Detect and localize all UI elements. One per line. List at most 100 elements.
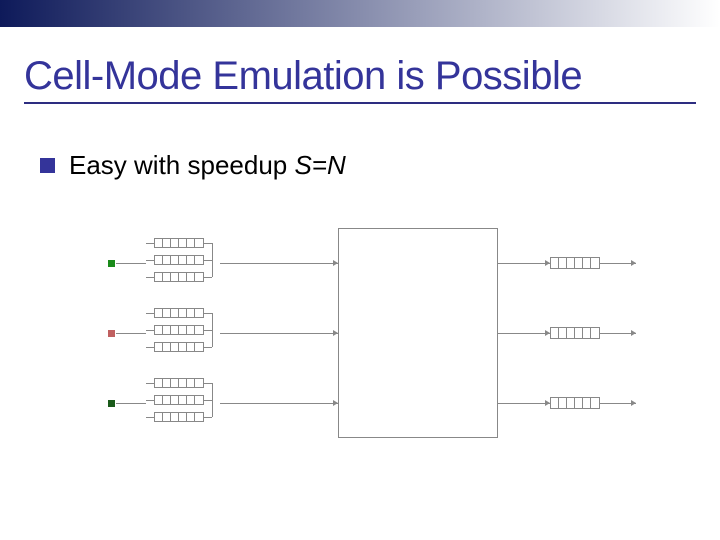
- queue-cell: [559, 398, 567, 408]
- connector-line: [498, 403, 550, 404]
- voq-out-line: [204, 400, 212, 401]
- queue-cell: [155, 413, 163, 421]
- queue-box: [154, 308, 204, 318]
- queue-cell: [559, 328, 567, 338]
- voq-tail-line: [146, 313, 154, 314]
- connector-line: [116, 333, 146, 334]
- arrow-right-icon: [631, 330, 636, 336]
- voq-tail-line: [146, 400, 154, 401]
- queue-cell: [195, 379, 203, 387]
- voq-group: [146, 308, 212, 352]
- arrow-right-icon: [631, 400, 636, 406]
- queue-box: [154, 342, 204, 352]
- queue-cell: [171, 343, 179, 351]
- queue-cell: [575, 398, 583, 408]
- connector-line: [220, 333, 338, 334]
- queue-cell: [163, 379, 171, 387]
- queue-cell: [195, 343, 203, 351]
- queue-cell: [179, 413, 187, 421]
- queue-cell: [171, 413, 179, 421]
- output-queue: [550, 397, 600, 409]
- queue-cell: [179, 396, 187, 404]
- voq-queue: [146, 255, 212, 265]
- voq-queue: [146, 308, 212, 318]
- queue-cell: [171, 256, 179, 264]
- queue-box: [154, 325, 204, 335]
- title-underline: [24, 102, 696, 104]
- queue-cell: [163, 309, 171, 317]
- queue-cell: [163, 239, 171, 247]
- queue-cell: [567, 328, 575, 338]
- queue-cell: [171, 309, 179, 317]
- bullet-square-icon: [40, 158, 55, 173]
- switch-diagram: [108, 220, 628, 470]
- queue-cell: [551, 258, 559, 268]
- queue-cell: [163, 413, 171, 421]
- queue-box: [154, 412, 204, 422]
- queue-cell: [179, 326, 187, 334]
- bullet-row: Easy with speedup S=N: [40, 150, 346, 181]
- queue-cell: [179, 309, 187, 317]
- voq-queue: [146, 325, 212, 335]
- voq-queue: [146, 238, 212, 248]
- voq-out-line: [204, 243, 212, 244]
- voq-tail-line: [146, 330, 154, 331]
- queue-box: [154, 378, 204, 388]
- queue-cell: [187, 326, 195, 334]
- input-packet-icon: [108, 330, 115, 337]
- connector-line: [498, 333, 550, 334]
- queue-cell: [155, 379, 163, 387]
- voq-merge-line: [212, 243, 213, 277]
- queue-cell: [187, 256, 195, 264]
- voq-tail-line: [146, 277, 154, 278]
- queue-cell: [163, 343, 171, 351]
- bullet-text: Easy with speedup S=N: [69, 150, 346, 181]
- queue-cell: [155, 396, 163, 404]
- arrow-right-icon: [631, 260, 636, 266]
- arrow-right-icon: [333, 260, 338, 266]
- queue-cell: [163, 273, 171, 281]
- output-queue: [550, 327, 600, 339]
- queue-cell: [195, 256, 203, 264]
- queue-cell: [195, 396, 203, 404]
- voq-out-line: [204, 383, 212, 384]
- queue-cell: [187, 379, 195, 387]
- queue-cell: [163, 396, 171, 404]
- queue-cell: [155, 256, 163, 264]
- queue-cell: [195, 413, 203, 421]
- queue-cell: [155, 273, 163, 281]
- queue-cell: [171, 396, 179, 404]
- voq-out-line: [204, 313, 212, 314]
- arrow-right-icon: [333, 400, 338, 406]
- queue-cell: [575, 328, 583, 338]
- connector-line: [220, 263, 338, 264]
- voq-queue: [146, 395, 212, 405]
- voq-tail-line: [146, 347, 154, 348]
- voq-group: [146, 378, 212, 422]
- voq-out-line: [204, 260, 212, 261]
- voq-queue: [146, 272, 212, 282]
- connector-line: [498, 263, 550, 264]
- input-packet-icon: [108, 260, 115, 267]
- voq-merge-line: [212, 383, 213, 417]
- queue-cell: [187, 273, 195, 281]
- queue-cell: [567, 398, 575, 408]
- queue-cell: [163, 256, 171, 264]
- queue-cell: [583, 398, 591, 408]
- queue-cell: [155, 343, 163, 351]
- queue-cell: [179, 239, 187, 247]
- queue-cell: [179, 343, 187, 351]
- bullet-text-prefix: Easy with speedup: [69, 150, 294, 180]
- top-gradient-bar: [0, 0, 720, 27]
- voq-out-line: [204, 277, 212, 278]
- queue-cell: [195, 273, 203, 281]
- voq-out-line: [204, 347, 212, 348]
- queue-cell: [591, 258, 599, 268]
- queue-cell: [567, 258, 575, 268]
- voq-queue: [146, 412, 212, 422]
- queue-cell: [171, 273, 179, 281]
- queue-box: [154, 238, 204, 248]
- queue-cell: [179, 379, 187, 387]
- queue-cell: [187, 239, 195, 247]
- queue-cell: [171, 326, 179, 334]
